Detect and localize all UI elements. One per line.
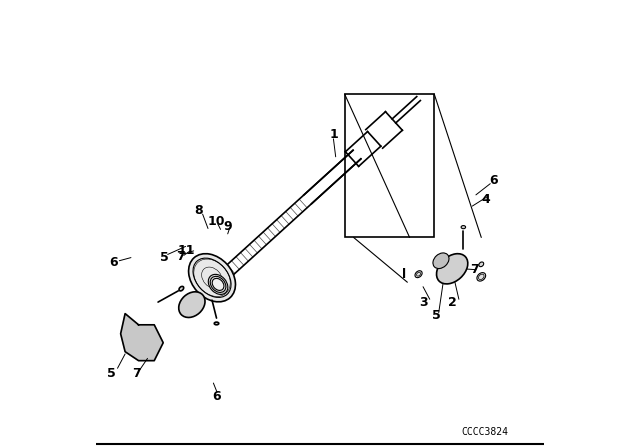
Bar [345, 94, 435, 237]
Ellipse shape [208, 274, 228, 294]
Ellipse shape [179, 292, 205, 318]
Ellipse shape [436, 254, 468, 284]
Text: 3: 3 [419, 296, 428, 309]
Text: 7: 7 [470, 263, 479, 276]
Text: 7: 7 [132, 366, 141, 380]
Ellipse shape [212, 278, 224, 290]
Ellipse shape [179, 286, 184, 291]
Ellipse shape [477, 273, 486, 281]
Text: 6: 6 [490, 173, 498, 187]
Text: CCCC3824: CCCC3824 [461, 427, 508, 437]
Ellipse shape [214, 322, 219, 325]
Polygon shape [121, 314, 163, 361]
Ellipse shape [479, 262, 484, 267]
Text: 5: 5 [108, 366, 116, 380]
Ellipse shape [433, 253, 449, 268]
Ellipse shape [211, 276, 226, 293]
Text: 2: 2 [448, 296, 456, 309]
Text: 11: 11 [178, 244, 195, 258]
Ellipse shape [461, 225, 466, 228]
Text: 8: 8 [195, 204, 204, 217]
Text: 7: 7 [176, 250, 184, 263]
Ellipse shape [415, 271, 422, 278]
Text: 6: 6 [212, 390, 220, 403]
Text: 1: 1 [329, 128, 338, 141]
Text: 6: 6 [109, 255, 118, 269]
Text: l: l [402, 267, 406, 281]
Text: 5: 5 [432, 309, 441, 323]
Ellipse shape [189, 254, 236, 302]
Text: 5: 5 [160, 251, 169, 264]
Text: 4: 4 [481, 193, 490, 206]
Text: 9: 9 [224, 220, 232, 233]
Text: 10: 10 [207, 215, 225, 228]
